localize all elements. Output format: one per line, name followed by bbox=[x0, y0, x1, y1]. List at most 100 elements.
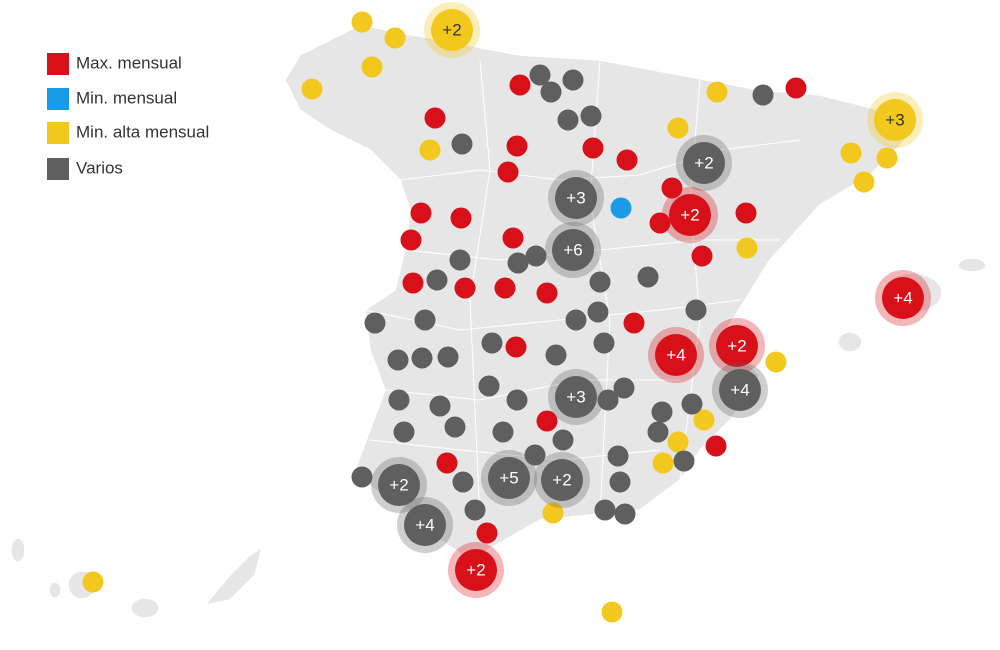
cluster bbox=[552, 229, 594, 271]
station-dot bbox=[607, 445, 629, 467]
station-dot bbox=[673, 450, 695, 472]
cluster bbox=[555, 376, 597, 418]
stations bbox=[82, 11, 898, 623]
station-dot bbox=[506, 389, 528, 411]
station-dot bbox=[451, 133, 473, 155]
legend-swatch bbox=[47, 158, 69, 180]
station-dot bbox=[651, 401, 673, 423]
cluster bbox=[555, 177, 597, 219]
station-dot bbox=[388, 389, 410, 411]
station-dot bbox=[637, 266, 659, 288]
station-dot bbox=[452, 471, 474, 493]
island bbox=[203, 546, 264, 607]
legend-label: Max. mensual bbox=[76, 53, 182, 72]
station-dot bbox=[853, 171, 875, 193]
cluster-label: +2 bbox=[727, 336, 746, 355]
island bbox=[130, 597, 160, 619]
station-dot bbox=[82, 571, 104, 593]
station-dot bbox=[436, 452, 458, 474]
cluster-label: +3 bbox=[566, 188, 585, 207]
station-dot bbox=[411, 347, 433, 369]
station-dot bbox=[351, 11, 373, 33]
station-dot bbox=[613, 377, 635, 399]
station-dot bbox=[597, 389, 619, 411]
cluster-label: +4 bbox=[730, 380, 749, 399]
island bbox=[10, 537, 26, 563]
cluster-label: +6 bbox=[563, 240, 582, 259]
station-dot bbox=[610, 197, 632, 219]
station-dot bbox=[402, 272, 424, 294]
station-dot bbox=[601, 601, 623, 623]
station-dot bbox=[301, 78, 323, 100]
land bbox=[10, 24, 987, 619]
station-dot bbox=[384, 27, 406, 49]
station-dot bbox=[481, 332, 503, 354]
station-dot bbox=[614, 503, 636, 525]
station-dot bbox=[647, 421, 669, 443]
station-dot bbox=[536, 410, 558, 432]
station-dot bbox=[840, 142, 862, 164]
station-dot bbox=[649, 212, 671, 234]
cluster bbox=[541, 459, 583, 501]
station-dot bbox=[476, 522, 498, 544]
station-dot bbox=[765, 351, 787, 373]
station-dot bbox=[464, 499, 486, 521]
cluster-label: +4 bbox=[666, 345, 685, 364]
station-dot bbox=[752, 84, 774, 106]
station-dot bbox=[449, 249, 471, 271]
cluster-label: +2 bbox=[466, 560, 485, 579]
station-dot bbox=[735, 202, 757, 224]
station-dot bbox=[494, 277, 516, 299]
cluster bbox=[655, 334, 697, 376]
station-dot bbox=[685, 299, 707, 321]
station-dot bbox=[524, 444, 546, 466]
station-dot bbox=[552, 429, 574, 451]
station-dot bbox=[661, 177, 683, 199]
station-dot bbox=[351, 466, 373, 488]
legend-label: Min. mensual bbox=[76, 88, 177, 107]
legend-label: Min. alta mensual bbox=[76, 122, 209, 141]
legend: Max. mensual Min. mensual Min. alta mensua… bbox=[47, 53, 209, 180]
station-dot bbox=[529, 64, 551, 86]
station-dot bbox=[557, 109, 579, 131]
station-dot bbox=[693, 409, 715, 431]
station-dot bbox=[785, 77, 807, 99]
province-lines bbox=[364, 59, 801, 521]
station-dot bbox=[492, 421, 514, 443]
cluster bbox=[882, 277, 924, 319]
station-dot bbox=[426, 269, 448, 291]
station-dot bbox=[681, 393, 703, 415]
station-dot bbox=[545, 344, 567, 366]
station-dot bbox=[623, 312, 645, 334]
station-dot bbox=[424, 107, 446, 129]
station-dot bbox=[478, 375, 500, 397]
station-dot bbox=[506, 135, 528, 157]
cluster bbox=[488, 457, 530, 499]
station-dot bbox=[450, 207, 472, 229]
legend-label: Varios bbox=[76, 158, 123, 177]
legend-swatch bbox=[47, 53, 69, 75]
station-dot bbox=[667, 117, 689, 139]
station-dot bbox=[444, 416, 466, 438]
station-dot bbox=[691, 245, 713, 267]
station-dot bbox=[876, 147, 898, 169]
station-dot bbox=[505, 336, 527, 358]
legend-swatch bbox=[47, 122, 69, 144]
cluster-label: +2 bbox=[680, 205, 699, 224]
cluster bbox=[683, 142, 725, 184]
station-dot bbox=[582, 137, 604, 159]
station-dot bbox=[562, 69, 584, 91]
station-dot bbox=[387, 349, 409, 371]
cluster bbox=[404, 504, 446, 546]
station-dot bbox=[410, 202, 432, 224]
station-dot bbox=[414, 309, 436, 331]
cluster bbox=[669, 194, 711, 236]
station-dot bbox=[437, 346, 459, 368]
station-dot bbox=[536, 282, 558, 304]
station-dot bbox=[419, 139, 441, 161]
station-dot bbox=[542, 502, 564, 524]
legend-swatch bbox=[47, 88, 69, 110]
island bbox=[837, 331, 863, 353]
cluster-label: +2 bbox=[552, 470, 571, 489]
station-dot bbox=[393, 421, 415, 443]
